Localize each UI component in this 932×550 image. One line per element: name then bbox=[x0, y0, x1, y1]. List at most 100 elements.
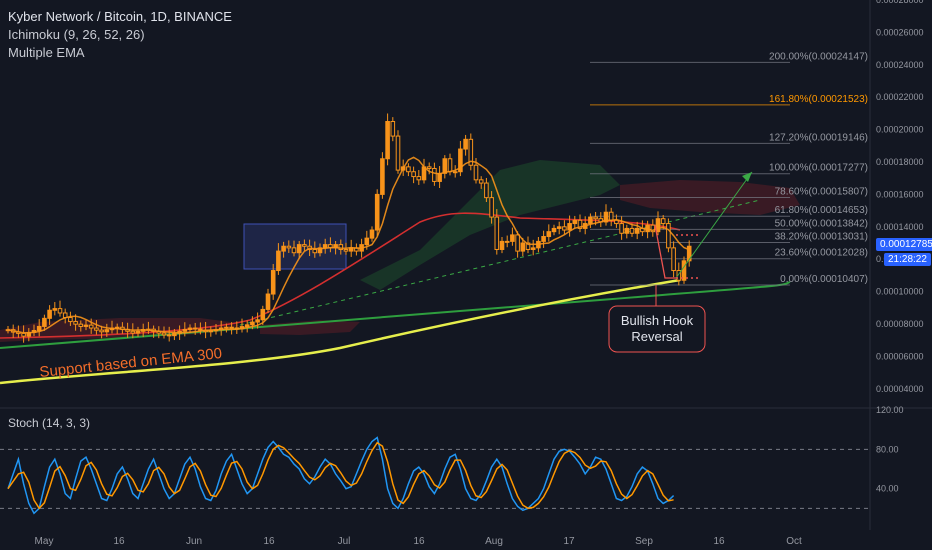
candle-body bbox=[530, 247, 536, 250]
candle-body bbox=[525, 242, 531, 250]
candle-body bbox=[244, 324, 250, 328]
candle-body bbox=[551, 227, 557, 233]
candle-body bbox=[250, 321, 255, 326]
candle-body bbox=[406, 166, 411, 173]
candle-body bbox=[265, 293, 271, 310]
y-tick-label: 0.00026000 bbox=[876, 27, 924, 37]
candle-body bbox=[343, 248, 349, 252]
candle-body bbox=[608, 211, 614, 221]
candle-body bbox=[364, 237, 370, 246]
candle-body bbox=[192, 327, 198, 330]
ema-yellow-line bbox=[0, 278, 681, 385]
callout-text-line1: Bullish Hook bbox=[621, 313, 694, 328]
fib-level-label: 61.80%(0.00014653) bbox=[775, 205, 868, 216]
candle-body bbox=[78, 323, 84, 327]
candle-body bbox=[494, 216, 500, 250]
candle-body bbox=[172, 332, 177, 337]
candle-body bbox=[135, 330, 141, 334]
stoch-indicator-label[interactable]: Stoch (14, 3, 3) bbox=[8, 416, 91, 430]
callout-box bbox=[608, 305, 706, 353]
fib-level-label: 50.00%(0.00013842) bbox=[775, 218, 868, 229]
y-tick-label: 0.00014000 bbox=[876, 222, 924, 232]
candle-body bbox=[686, 245, 692, 262]
stoch-k-line bbox=[7, 436, 675, 515]
candle-body bbox=[447, 158, 453, 173]
candle-body bbox=[510, 234, 515, 242]
candle-body bbox=[619, 223, 624, 234]
candle-body bbox=[130, 330, 136, 334]
candle-body bbox=[88, 324, 94, 329]
candle-body bbox=[255, 319, 260, 323]
callout-text-line2: Reversal bbox=[631, 329, 682, 344]
candle-body bbox=[161, 332, 167, 336]
candle-body bbox=[468, 138, 474, 166]
fib-level-label: 38.20%(0.00013031) bbox=[775, 231, 868, 242]
candle-body bbox=[42, 317, 47, 327]
support-annotation: Support based on EMA 300 bbox=[39, 345, 223, 381]
fib-level-label: 161.80%(0.00021523) bbox=[769, 94, 868, 105]
candle-body bbox=[676, 270, 682, 281]
ichimoku-cloud-red bbox=[260, 320, 360, 335]
candle-body bbox=[426, 166, 432, 169]
candle-body bbox=[478, 179, 484, 184]
candle-body bbox=[73, 321, 78, 325]
fib-level-label: 200.00%(0.00024147) bbox=[769, 51, 868, 62]
candle-body bbox=[338, 244, 344, 250]
x-tick-label: Aug bbox=[485, 536, 503, 547]
stoch-tick-label: 40.00 bbox=[876, 484, 899, 494]
candle-body bbox=[556, 226, 562, 229]
candle-body bbox=[374, 193, 380, 231]
candle-body bbox=[208, 330, 214, 333]
chart-title: Kyber Network / Bitcoin, 1D, BINANCE bbox=[8, 9, 232, 24]
candle-body bbox=[442, 158, 448, 174]
candle-body bbox=[198, 328, 203, 331]
fib-level-label: 127.20%(0.00019146) bbox=[769, 132, 868, 143]
candle-body bbox=[21, 332, 26, 337]
candle-body bbox=[390, 121, 396, 137]
candle-body bbox=[270, 270, 276, 295]
y-tick-label: 0.00024000 bbox=[876, 60, 924, 70]
x-tick-label: May bbox=[35, 536, 54, 547]
candle-body bbox=[614, 219, 619, 225]
candle-body bbox=[296, 244, 302, 254]
projection-arrow bbox=[675, 171, 753, 279]
stoch-d-line bbox=[7, 441, 674, 510]
candle-body bbox=[187, 327, 193, 331]
candle-body bbox=[660, 218, 666, 225]
x-tick-label: 16 bbox=[413, 536, 425, 547]
candle-body bbox=[229, 326, 234, 329]
countdown-timer-tag: 21:28:22 bbox=[884, 253, 931, 266]
stoch-tick-label: 120.00 bbox=[876, 405, 904, 415]
candle-body bbox=[463, 138, 468, 150]
candle-body bbox=[57, 308, 63, 314]
ichimoku-indicator-label[interactable]: Ichimoku (9, 26, 52, 26) bbox=[8, 27, 145, 42]
candle-body bbox=[572, 219, 578, 225]
ema-red-line bbox=[0, 212, 681, 339]
candle-body bbox=[562, 226, 567, 231]
x-tick-label: Jul bbox=[338, 536, 351, 547]
y-tick-label: 0.00006000 bbox=[876, 351, 924, 361]
candle-body bbox=[452, 171, 458, 174]
candle-body bbox=[52, 308, 58, 311]
candle-body bbox=[411, 171, 416, 178]
dashed-trendline bbox=[239, 199, 761, 326]
tenkan-line bbox=[7, 156, 690, 334]
candle-body bbox=[484, 182, 489, 199]
candle-body bbox=[489, 197, 494, 218]
candle-body bbox=[634, 227, 640, 234]
x-tick-label: Sep bbox=[635, 536, 653, 547]
candle-body bbox=[94, 327, 99, 331]
candle-body bbox=[432, 167, 437, 182]
candle-body bbox=[629, 227, 635, 234]
candle-body bbox=[36, 325, 42, 331]
candle-body bbox=[603, 211, 609, 223]
current-price-tag: 0.00012785 bbox=[876, 238, 932, 251]
ema-indicator-label[interactable]: Multiple EMA bbox=[8, 45, 85, 60]
candle-body bbox=[515, 234, 520, 252]
ema300-line bbox=[0, 281, 791, 349]
y-tick-label: 0.00022000 bbox=[876, 92, 924, 102]
candle-body bbox=[369, 229, 375, 239]
candle-body bbox=[520, 242, 526, 252]
arrow-head bbox=[742, 172, 752, 182]
